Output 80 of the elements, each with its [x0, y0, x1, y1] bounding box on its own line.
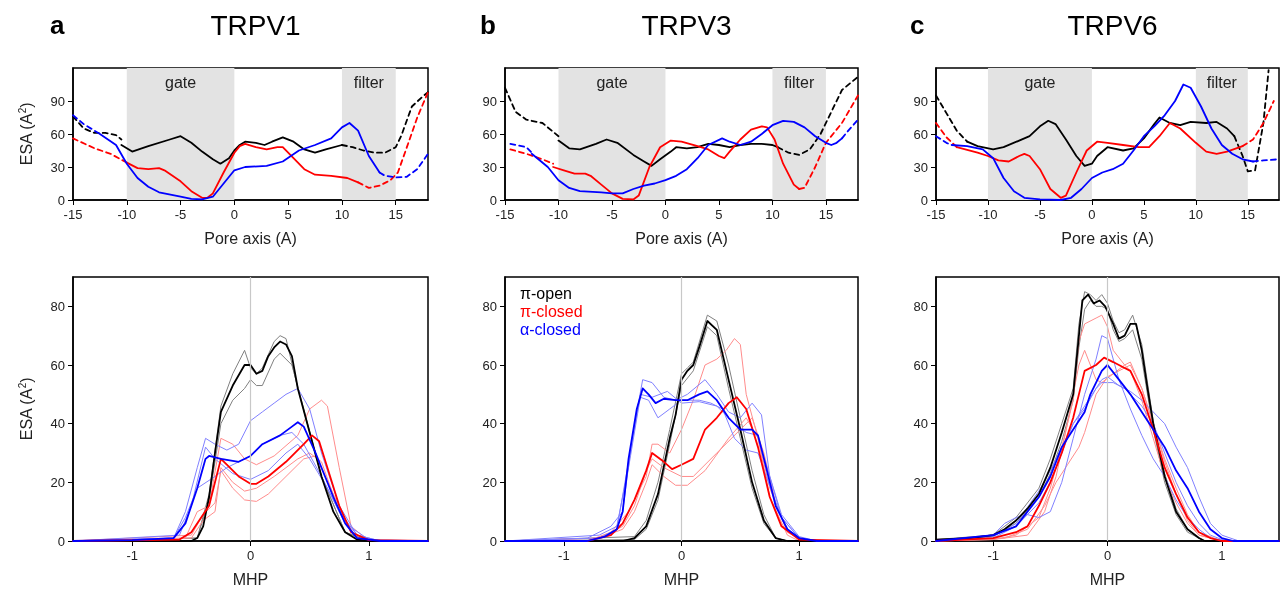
x-tick-label: 10 — [765, 207, 780, 222]
x-tick-label: -15 — [926, 207, 946, 222]
x-tick-label: 0 — [246, 548, 255, 563]
x-tick-label: -15 — [63, 207, 83, 222]
y-tick-label: 40 — [482, 416, 497, 432]
chart-title: TRPV1 — [210, 9, 301, 41]
x-tick-label: 15 — [1240, 207, 1256, 222]
y-tick-label: 80 — [50, 298, 65, 314]
y-tick-label: 0 — [489, 533, 497, 549]
y-tick-label: 0 — [489, 192, 497, 208]
x-axis-title: MHP — [1089, 570, 1126, 588]
y-tick-label: 30 — [913, 159, 928, 175]
text: b — [480, 10, 496, 40]
x-tick-label: 5 — [284, 207, 292, 222]
x-tick-label: 10 — [1188, 207, 1204, 222]
band-label: gate — [596, 73, 628, 91]
chart-title: TRPV3 — [641, 9, 732, 41]
y-tick-label: 60 — [913, 357, 928, 373]
y-tick-label: 60 — [50, 126, 65, 142]
y-tick-label: 0 — [920, 533, 928, 549]
x-tick-label: 0 — [1088, 207, 1096, 222]
y-tick-label: 90 — [50, 93, 65, 109]
y-tick-label: 20 — [50, 474, 65, 490]
y-tick-label: 60 — [50, 357, 65, 373]
x-tick-label: 1 — [795, 548, 803, 563]
band-label: gate — [165, 73, 197, 91]
x-axis-title: Pore axis (A) — [1061, 229, 1154, 247]
text: π-open — [520, 284, 572, 302]
y-tick-label: 80 — [482, 298, 497, 314]
x-axis-title: MHP — [663, 570, 700, 588]
x-axis-title: Pore axis (A) — [635, 229, 728, 247]
x-tick-label: -5 — [606, 207, 618, 222]
x-tick-label: 1 — [1218, 548, 1226, 563]
x-tick-label: -5 — [174, 207, 187, 222]
y-tick-label: 80 — [913, 298, 928, 314]
x-tick-label: 0 — [1103, 548, 1112, 563]
y-tick-label: 60 — [482, 126, 497, 142]
y-tick-label: 60 — [913, 126, 928, 142]
x-tick-label: 10 — [334, 207, 350, 222]
x-tick-label: -10 — [117, 207, 137, 222]
y-tick-label: 0 — [57, 192, 65, 208]
x-tick-label: 5 — [1140, 207, 1148, 222]
x-tick-label: 0 — [230, 207, 238, 222]
y-axis-title: ESA (A2) — [16, 102, 35, 166]
text: a — [50, 10, 65, 40]
x-tick-label: 0 — [661, 207, 670, 222]
band-label: filter — [1206, 73, 1238, 91]
x-tick-label: 15 — [818, 207, 834, 222]
y-tick-label: 30 — [482, 159, 497, 175]
text: α-closed — [520, 320, 581, 338]
x-tick-label: -10 — [978, 207, 998, 222]
x-tick-label: -5 — [1034, 207, 1046, 222]
y-tick-label: 60 — [482, 357, 497, 373]
x-tick-label: 1 — [365, 548, 373, 563]
y-tick-label: 0 — [57, 533, 65, 549]
x-axis-title: MHP — [232, 570, 269, 588]
y-tick-label: 20 — [913, 474, 928, 490]
y-tick-label: 20 — [482, 474, 497, 490]
text: π-closed — [520, 302, 583, 320]
x-tick-label: 0 — [677, 548, 686, 563]
y-axis-title: ESA (A2) — [16, 377, 35, 441]
x-axis-title: Pore axis (A) — [204, 229, 297, 247]
x-tick-label: 15 — [388, 207, 403, 222]
chart-title: TRPV6 — [1067, 9, 1158, 41]
x-tick-label: -15 — [495, 207, 515, 222]
x-tick-label: -1 — [126, 548, 138, 563]
y-tick-label: 90 — [913, 93, 928, 109]
text: c — [910, 10, 925, 40]
y-tick-label: 90 — [482, 93, 497, 109]
x-tick-label: -1 — [987, 548, 999, 563]
y-tick-label: 40 — [913, 416, 928, 432]
band-label: gate — [1024, 73, 1056, 91]
band-label: filter — [353, 73, 385, 91]
x-tick-label: -10 — [549, 207, 568, 222]
band-label: filter — [784, 73, 815, 91]
x-tick-label: 5 — [715, 207, 723, 222]
y-tick-label: 0 — [920, 192, 928, 208]
y-tick-label: 40 — [50, 416, 65, 432]
y-tick-label: 30 — [50, 159, 65, 175]
x-tick-label: -1 — [558, 548, 570, 563]
